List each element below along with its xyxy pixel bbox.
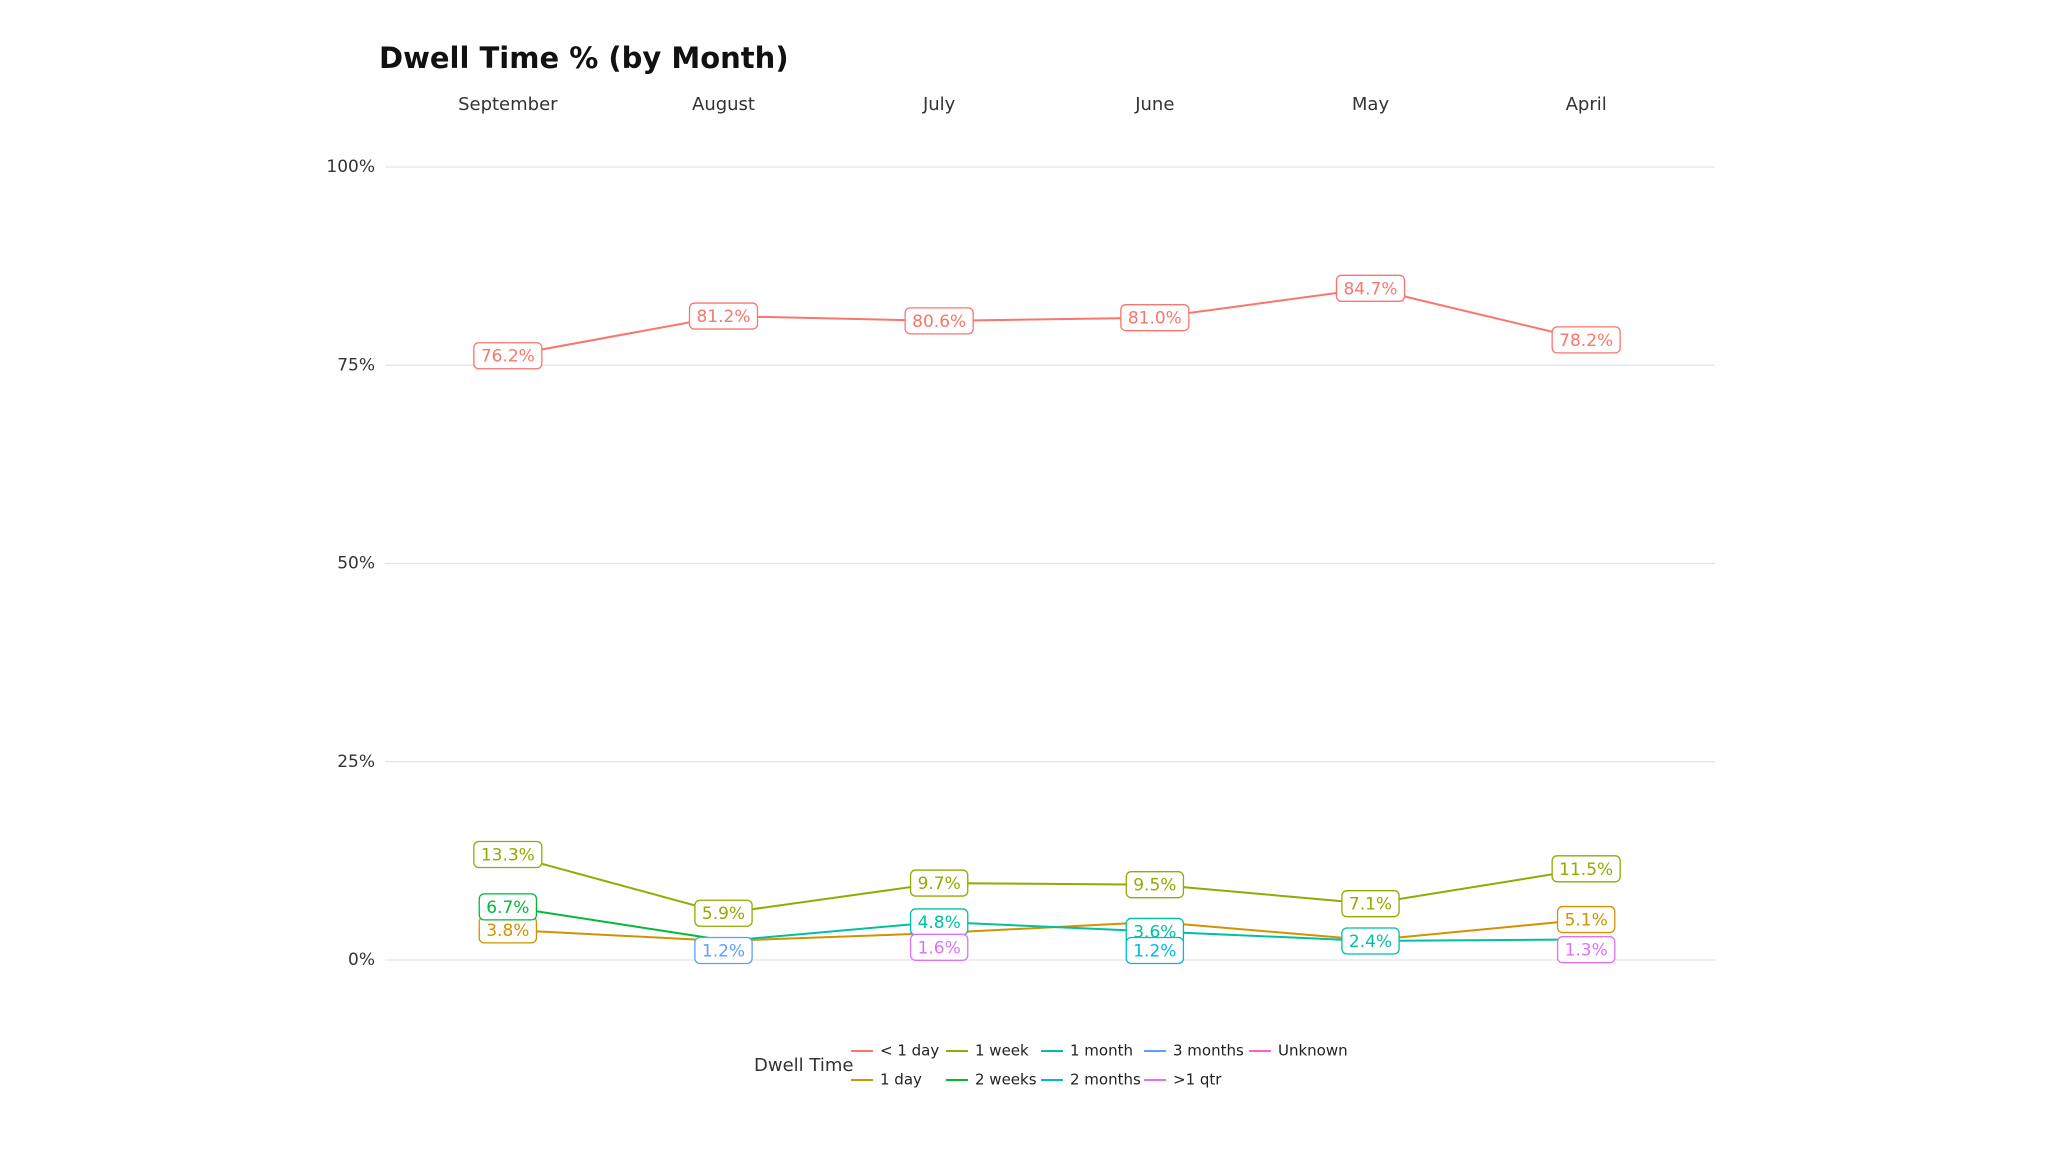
x-tick-label: April [1566, 94, 1607, 115]
data-label-text: 1.2% [1133, 941, 1176, 961]
series-line [507, 905, 724, 942]
y-tick-label: 0% [348, 950, 375, 970]
data-label-text: 1.6% [918, 938, 961, 958]
data-label: 80.6% [904, 307, 974, 335]
x-tick-label: September [458, 94, 558, 115]
data-label: 81.2% [688, 302, 759, 330]
data-label-text: 6.7% [486, 898, 529, 918]
data-label-box [1120, 304, 1190, 332]
y-tick-label: 50% [337, 554, 375, 574]
series-line [507, 918, 1587, 942]
data-label: 7.1% [1341, 890, 1400, 918]
data-label: 3.8% [478, 916, 538, 944]
y-tick-label: 100% [326, 157, 375, 177]
data-label-box [1341, 890, 1400, 918]
data-label: 11.5% [1551, 855, 1621, 883]
data-label: 5.9% [694, 899, 753, 927]
data-label: 1.6% [909, 933, 969, 961]
data-label-text: 3.8% [486, 921, 529, 941]
data-label-text: 9.5% [1133, 876, 1176, 896]
data-label-box [1551, 326, 1621, 354]
data-label-box [694, 899, 753, 927]
data-label-box [1551, 855, 1621, 883]
legend-label: 3 months [1173, 1042, 1244, 1060]
data-label-box [1556, 905, 1616, 934]
legend-label: 1 month [1070, 1042, 1133, 1060]
data-label-text: 5.1% [1565, 911, 1608, 931]
y-tick-label: 25% [337, 752, 375, 772]
legend-label: < 1 day [880, 1042, 939, 1060]
x-tick-label: May [1352, 94, 1390, 115]
y-tick-label: 75% [337, 355, 375, 375]
series-line [507, 853, 1587, 915]
chart-title: Dwell Time % (by Month) [379, 41, 789, 75]
data-label-text: 7.1% [1349, 895, 1392, 915]
data-label-text: 1.3% [1565, 941, 1608, 961]
data-label: 9.7% [909, 869, 969, 897]
data-label: 1.2% [1125, 936, 1185, 965]
data-label: 9.5% [1125, 871, 1185, 899]
series-line [507, 287, 1587, 357]
legend-label: Unknown [1278, 1042, 1348, 1060]
data-label-box [1125, 871, 1185, 899]
legend-label: >1 qtr [1173, 1071, 1222, 1089]
data-label-box [1341, 927, 1400, 955]
data-label-text: 1.2% [702, 941, 745, 961]
legend-label: 2 months [1070, 1071, 1141, 1089]
data-label: 1.2% [694, 936, 753, 965]
data-label: 4.8% [909, 908, 969, 936]
data-label: 81.0% [1120, 304, 1190, 332]
data-label-box [909, 869, 969, 897]
data-label: 76.2% [473, 342, 543, 370]
data-label-text: 2.4% [1349, 932, 1392, 952]
legend-title: Dwell Time [754, 1055, 853, 1076]
x-tick-label: July [922, 94, 956, 115]
data-label-box [473, 342, 543, 370]
data-label-text: 81.0% [1128, 309, 1182, 329]
data-label-box [904, 307, 974, 335]
data-label-text: 76.2% [481, 347, 535, 367]
data-label: 84.7% [1335, 274, 1406, 302]
data-label-text: 4.8% [918, 913, 961, 933]
legend-label: 1 week [975, 1042, 1029, 1060]
data-label: 1.3% [1556, 936, 1616, 964]
data-label-box [1335, 274, 1406, 302]
data-label-text: 13.3% [481, 846, 535, 866]
data-label-text: 80.6% [912, 312, 966, 332]
data-label-text: 81.2% [696, 307, 750, 327]
legend-label: 1 day [880, 1071, 922, 1089]
data-label-box [1556, 936, 1616, 964]
data-label: 78.2% [1551, 326, 1621, 354]
data-label-text: 9.7% [918, 874, 961, 894]
x-tick-label: August [692, 94, 755, 115]
data-label-box [1125, 936, 1185, 965]
data-label: 5.1% [1556, 905, 1616, 934]
data-label-text: 5.9% [702, 904, 745, 924]
data-label: 6.7% [478, 893, 538, 921]
x-tick-label: June [1134, 94, 1174, 115]
legend-label: 2 weeks [975, 1071, 1037, 1089]
data-label-box [688, 302, 759, 330]
data-label: 2.4% [1341, 927, 1400, 955]
data-label-text: 11.5% [1559, 860, 1613, 880]
data-label-box [694, 936, 753, 965]
data-label-box [909, 933, 969, 961]
data-label: 13.3% [473, 840, 543, 869]
data-label-text: 84.7% [1343, 279, 1397, 299]
data-label-box [473, 840, 543, 869]
data-label-text: 78.2% [1559, 331, 1613, 351]
data-label-box [478, 893, 538, 921]
